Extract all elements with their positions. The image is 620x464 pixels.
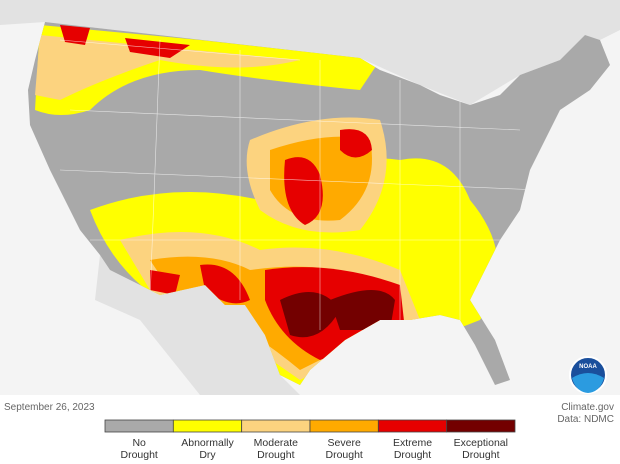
moderate-north — [35, 35, 300, 100]
legend-label: Extreme — [393, 437, 432, 449]
legend-label: Dry — [199, 449, 216, 461]
credit: Climate.gov — [561, 402, 614, 413]
noaa-logo-text: NOAA — [579, 364, 597, 370]
legend: NoDroughtAbnormallyDryModerateDroughtSev… — [104, 419, 516, 461]
legend-label: Drought — [120, 449, 157, 461]
legend-label: Moderate — [254, 437, 299, 449]
exceptional-gulf — [280, 290, 395, 338]
legend-swatch — [309, 419, 379, 433]
source: Data: NDMC — [557, 414, 614, 425]
legend-swatch — [172, 419, 243, 433]
legend-label: Drought — [325, 449, 362, 461]
state-borders — [59, 39, 541, 330]
noaa-logo-wave — [572, 373, 604, 393]
legend-label: Severe — [328, 437, 361, 449]
legend-label: Drought — [394, 449, 431, 461]
canada — [0, 0, 620, 105]
legend-swatch — [104, 419, 174, 433]
legend-label: Exceptional — [454, 437, 508, 449]
legend-swatch — [446, 419, 516, 433]
extreme-north — [60, 25, 190, 58]
date: September 26, 2023 — [4, 402, 95, 413]
mexico — [95, 255, 300, 395]
legend-label: Drought — [257, 449, 294, 461]
legend-label: Drought — [462, 449, 499, 461]
legend-label: No — [132, 437, 146, 449]
extreme-plains — [284, 129, 372, 225]
legend-swatch — [241, 419, 311, 433]
legend-swatch — [377, 419, 448, 433]
legend-label: Abnormally — [181, 437, 234, 449]
drought-map — [28, 22, 610, 385]
